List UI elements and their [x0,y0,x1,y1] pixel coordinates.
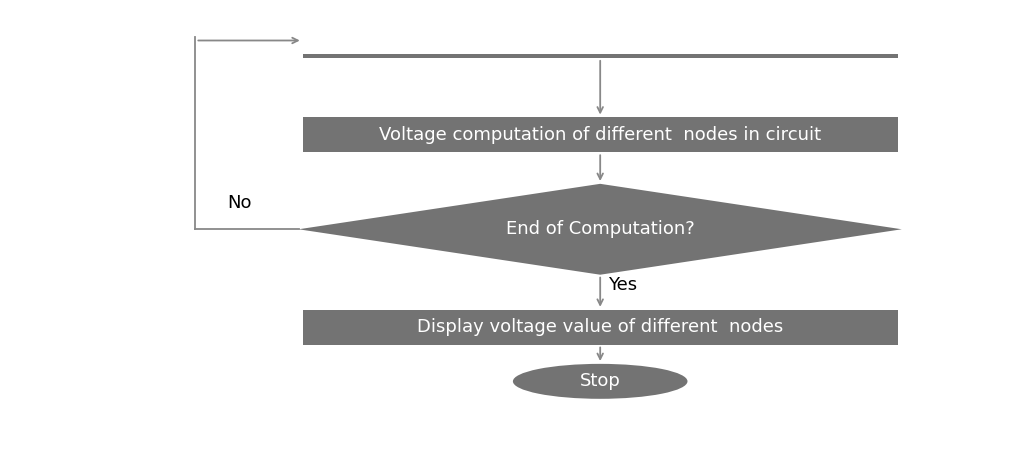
Ellipse shape [513,364,687,399]
Text: the simulation of the circuit: the simulation of the circuit [476,31,725,49]
Text: Yes: Yes [608,276,637,295]
FancyBboxPatch shape [303,310,898,345]
Text: No: No [227,194,252,212]
Text: Stop: Stop [580,372,621,390]
Polygon shape [299,184,902,275]
Text: Display voltage value of different  nodes: Display voltage value of different nodes [417,318,783,336]
FancyBboxPatch shape [303,118,898,153]
Text: Voltage computation of different  nodes in circuit: Voltage computation of different nodes i… [379,126,821,144]
FancyBboxPatch shape [303,23,898,58]
Text: End of Computation?: End of Computation? [506,220,694,238]
